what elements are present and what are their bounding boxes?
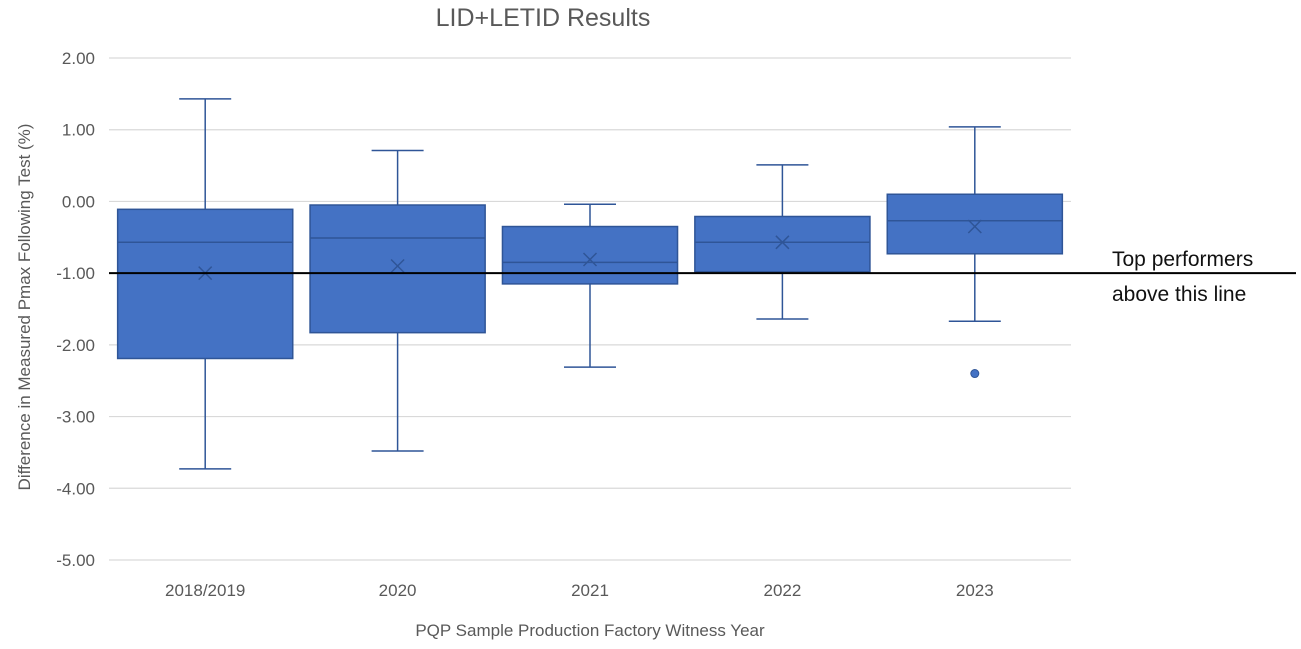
box-body (886, 193, 1064, 255)
mean-marker (390, 258, 405, 274)
reference-label-line-2: above this line (1112, 283, 1246, 306)
y-axis-title: Difference in Measured Pmax Following Te… (15, 124, 34, 491)
y-tick-label: -4.00 (56, 479, 95, 498)
box-1 (309, 149, 486, 452)
y-tick-label: 0.00 (62, 192, 95, 211)
y-tick-label: -2.00 (56, 336, 95, 355)
reference-label-line-1: Top performers (1112, 248, 1253, 271)
box-2 (501, 203, 679, 368)
outlier-point (970, 369, 980, 379)
box-body (309, 204, 486, 334)
box-4 (886, 126, 1064, 379)
reference-line-group: Top performers above this line (109, 248, 1296, 306)
x-tick-label: 2021 (571, 581, 609, 600)
x-tick-label: 2018/2019 (165, 581, 245, 600)
box-series (116, 98, 1064, 470)
box-3 (694, 164, 871, 320)
y-tick-label: 1.00 (62, 121, 95, 140)
x-tick-label: 2023 (956, 581, 994, 600)
mean-marker (582, 252, 598, 267)
y-tick-label: -3.00 (56, 408, 95, 427)
y-tick-label: -1.00 (56, 264, 95, 283)
y-tick-label: -5.00 (56, 551, 95, 570)
box-body (694, 215, 871, 273)
x-tick-label: 2022 (763, 581, 801, 600)
mean-marker (967, 219, 982, 234)
box-0 (116, 98, 294, 470)
chart-title: LID+LETID Results (436, 4, 651, 32)
box-body (501, 225, 679, 285)
box-body (116, 208, 294, 360)
x-axis-title: PQP Sample Production Factory Witness Ye… (415, 621, 765, 640)
y-tick-label: 2.00 (62, 49, 95, 68)
x-tick-label: 2020 (379, 581, 417, 600)
axis-ticks: 2.00 1.00 0.00 -1.00 -2.00 -3.00 -4.00 -5.00 201… (56, 49, 993, 600)
mean-marker (775, 235, 790, 250)
